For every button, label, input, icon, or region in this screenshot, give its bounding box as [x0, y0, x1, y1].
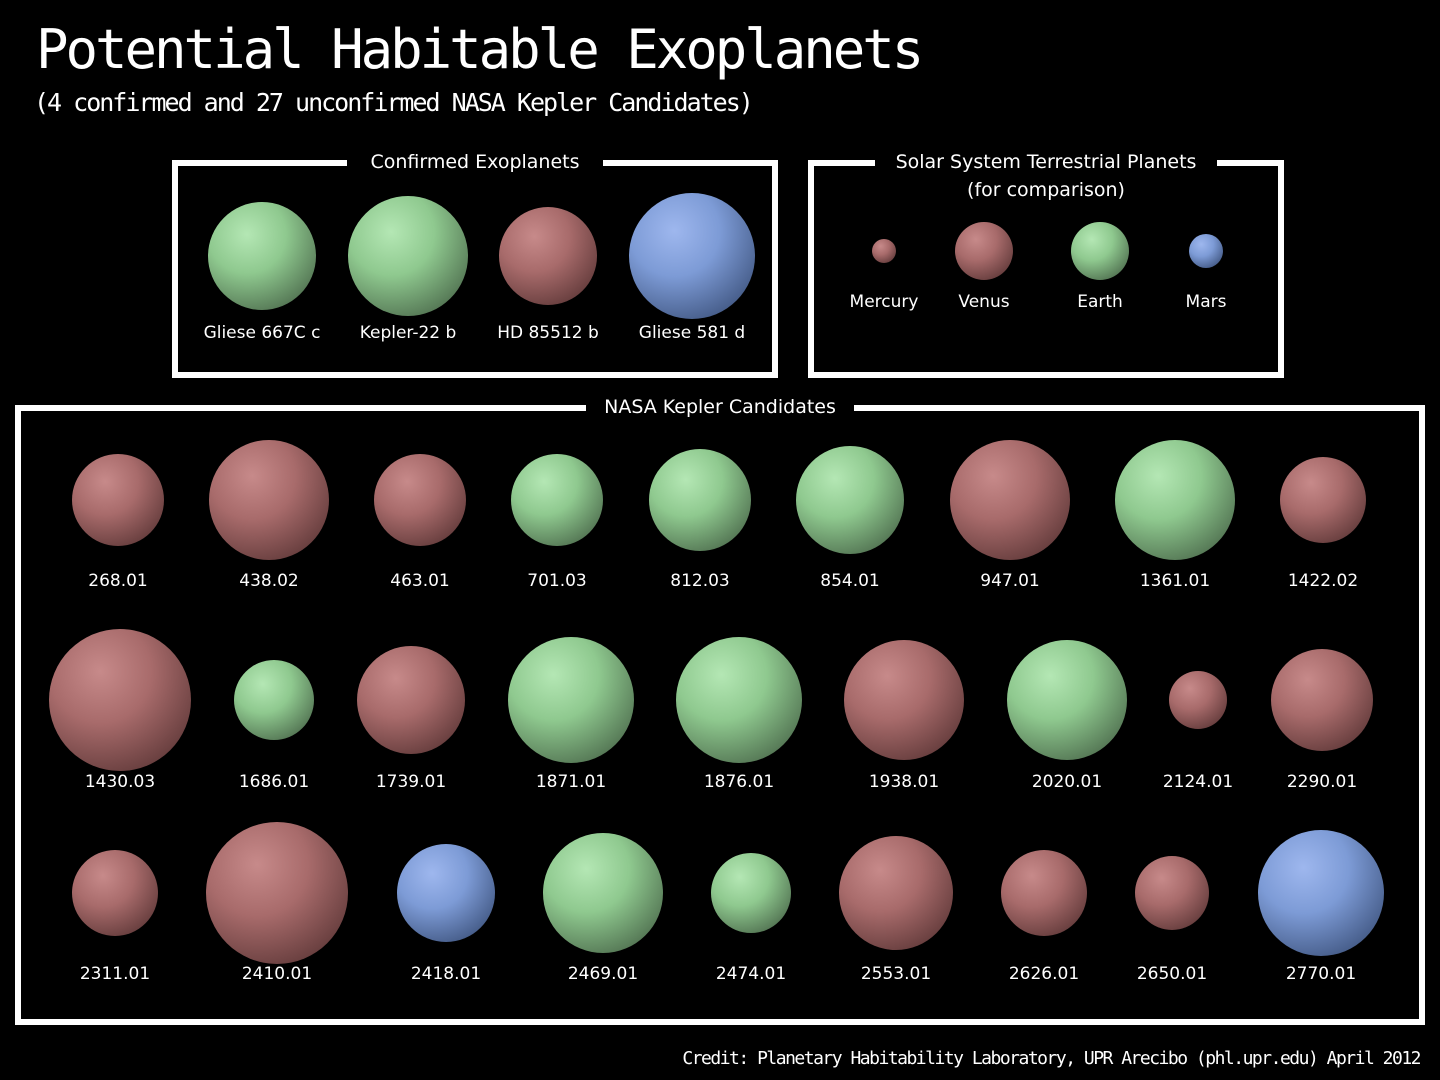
confirmed-box-label: Confirmed Exoplanets	[347, 148, 603, 176]
kepler-planet-1422-02	[1280, 457, 1366, 543]
kepler-planet-268-01	[72, 454, 164, 546]
kepler-planet-label-1430-03: 1430.03	[84, 772, 156, 792]
kepler-planet-label-2124-01: 2124.01	[1162, 772, 1234, 792]
confirmed-planet-label-hd-85512-b: HD 85512 b	[497, 323, 599, 343]
page-subtitle: (4 confirmed and 27 unconfirmed NASA Kep…	[34, 88, 754, 117]
kepler-planet-2626-01	[1001, 850, 1087, 936]
solar-planet-mars	[1189, 234, 1223, 268]
kepler-planet-label-2650-01: 2650.01	[1136, 964, 1208, 984]
solar-box-label-line2: (for comparison)	[967, 179, 1125, 201]
solar-planet-venus	[955, 222, 1013, 280]
credit-line: Credit: Planetary Habitability Laborator…	[682, 1048, 1421, 1069]
kepler-planet-label-1739-01: 1739.01	[375, 772, 447, 792]
solar-planet-label-mars: Mars	[1185, 292, 1227, 312]
kepler-planet-label-854-01: 854.01	[820, 571, 880, 591]
confirmed-planet-gliese-667c-c	[208, 202, 316, 310]
kepler-planet-label-2311-01: 2311.01	[79, 964, 151, 984]
kepler-planet-947-01	[950, 440, 1070, 560]
kepler-planet-label-268-01: 268.01	[88, 571, 148, 591]
kepler-planet-label-463-01: 463.01	[390, 571, 450, 591]
solar-planet-earth	[1071, 222, 1129, 280]
kepler-planet-2124-01	[1169, 671, 1227, 729]
kepler-planet-1876-01	[676, 637, 802, 763]
kepler-planet-label-701-03: 701.03	[527, 571, 587, 591]
kepler-planet-438-02	[209, 440, 329, 560]
solar-planet-label-mercury: Mercury	[849, 292, 919, 312]
kepler-box: NASA Kepler Candidates	[15, 393, 1425, 1025]
kepler-planet-2410-01	[206, 822, 348, 964]
confirmed-planet-label-gliese-667c-c: Gliese 667C c	[203, 323, 321, 343]
solar-box-label: Solar System Terrestrial Planets (for co…	[875, 148, 1217, 204]
kepler-planet-label-1938-01: 1938.01	[868, 772, 940, 792]
kepler-planet-2474-01	[711, 853, 791, 933]
kepler-planet-label-1361-01: 1361.01	[1139, 571, 1211, 591]
kepler-planet-label-2626-01: 2626.01	[1008, 964, 1080, 984]
kepler-planet-2553-01	[839, 836, 953, 950]
kepler-planet-label-2410-01: 2410.01	[241, 964, 313, 984]
kepler-planet-2650-01	[1135, 856, 1209, 930]
page-title: Potential Habitable Exoplanets	[36, 18, 924, 81]
confirmed-planet-label-kepler-22-b: Kepler-22 b	[359, 323, 457, 343]
kepler-planet-812-03	[649, 449, 751, 551]
kepler-box-label: NASA Kepler Candidates	[586, 393, 854, 421]
kepler-planet-1739-01	[357, 646, 465, 754]
solar-planet-label-venus: Venus	[958, 292, 1010, 312]
kepler-planet-1361-01	[1115, 440, 1235, 560]
kepler-planet-label-1422-02: 1422.02	[1287, 571, 1359, 591]
solar-planet-label-earth: Earth	[1077, 292, 1123, 312]
kepler-planet-1686-01	[234, 660, 314, 740]
kepler-planet-label-947-01: 947.01	[980, 571, 1040, 591]
kepler-planet-label-2020-01: 2020.01	[1031, 772, 1103, 792]
solar-planet-mercury	[872, 239, 896, 263]
kepler-planet-label-2770-01: 2770.01	[1285, 964, 1357, 984]
solar-box-label-line1: Solar System Terrestrial Planets	[895, 151, 1197, 173]
kepler-planet-2469-01	[543, 833, 663, 953]
kepler-planet-label-1876-01: 1876.01	[703, 772, 775, 792]
kepler-planet-label-438-02: 438.02	[239, 571, 299, 591]
kepler-planet-2770-01	[1258, 830, 1384, 956]
kepler-planet-label-2553-01: 2553.01	[860, 964, 932, 984]
kepler-planet-1938-01	[844, 640, 964, 760]
kepler-planet-2311-01	[72, 850, 158, 936]
confirmed-planet-hd-85512-b	[499, 207, 597, 305]
kepler-planet-2290-01	[1271, 649, 1373, 751]
kepler-planet-854-01	[796, 446, 904, 554]
kepler-planet-1871-01	[508, 637, 634, 763]
kepler-planet-label-2474-01: 2474.01	[715, 964, 787, 984]
confirmed-box: Confirmed Exoplanets	[172, 148, 778, 378]
kepler-planet-701-03	[511, 454, 603, 546]
kepler-planet-2418-01	[397, 844, 495, 942]
solar-box: Solar System Terrestrial Planets (for co…	[808, 148, 1284, 378]
kepler-planet-label-2418-01: 2418.01	[410, 964, 482, 984]
kepler-planet-label-1871-01: 1871.01	[535, 772, 607, 792]
kepler-planet-label-812-03: 812.03	[670, 571, 730, 591]
kepler-planet-label-2290-01: 2290.01	[1286, 772, 1358, 792]
kepler-planet-1430-03	[49, 629, 191, 771]
kepler-planet-label-1686-01: 1686.01	[238, 772, 310, 792]
kepler-planet-label-2469-01: 2469.01	[567, 964, 639, 984]
confirmed-planet-gliese-581-d	[629, 193, 755, 319]
confirmed-planet-kepler-22-b	[348, 196, 468, 316]
confirmed-planet-label-gliese-581-d: Gliese 581 d	[638, 323, 746, 343]
kepler-planet-2020-01	[1007, 640, 1127, 760]
kepler-planet-463-01	[374, 454, 466, 546]
